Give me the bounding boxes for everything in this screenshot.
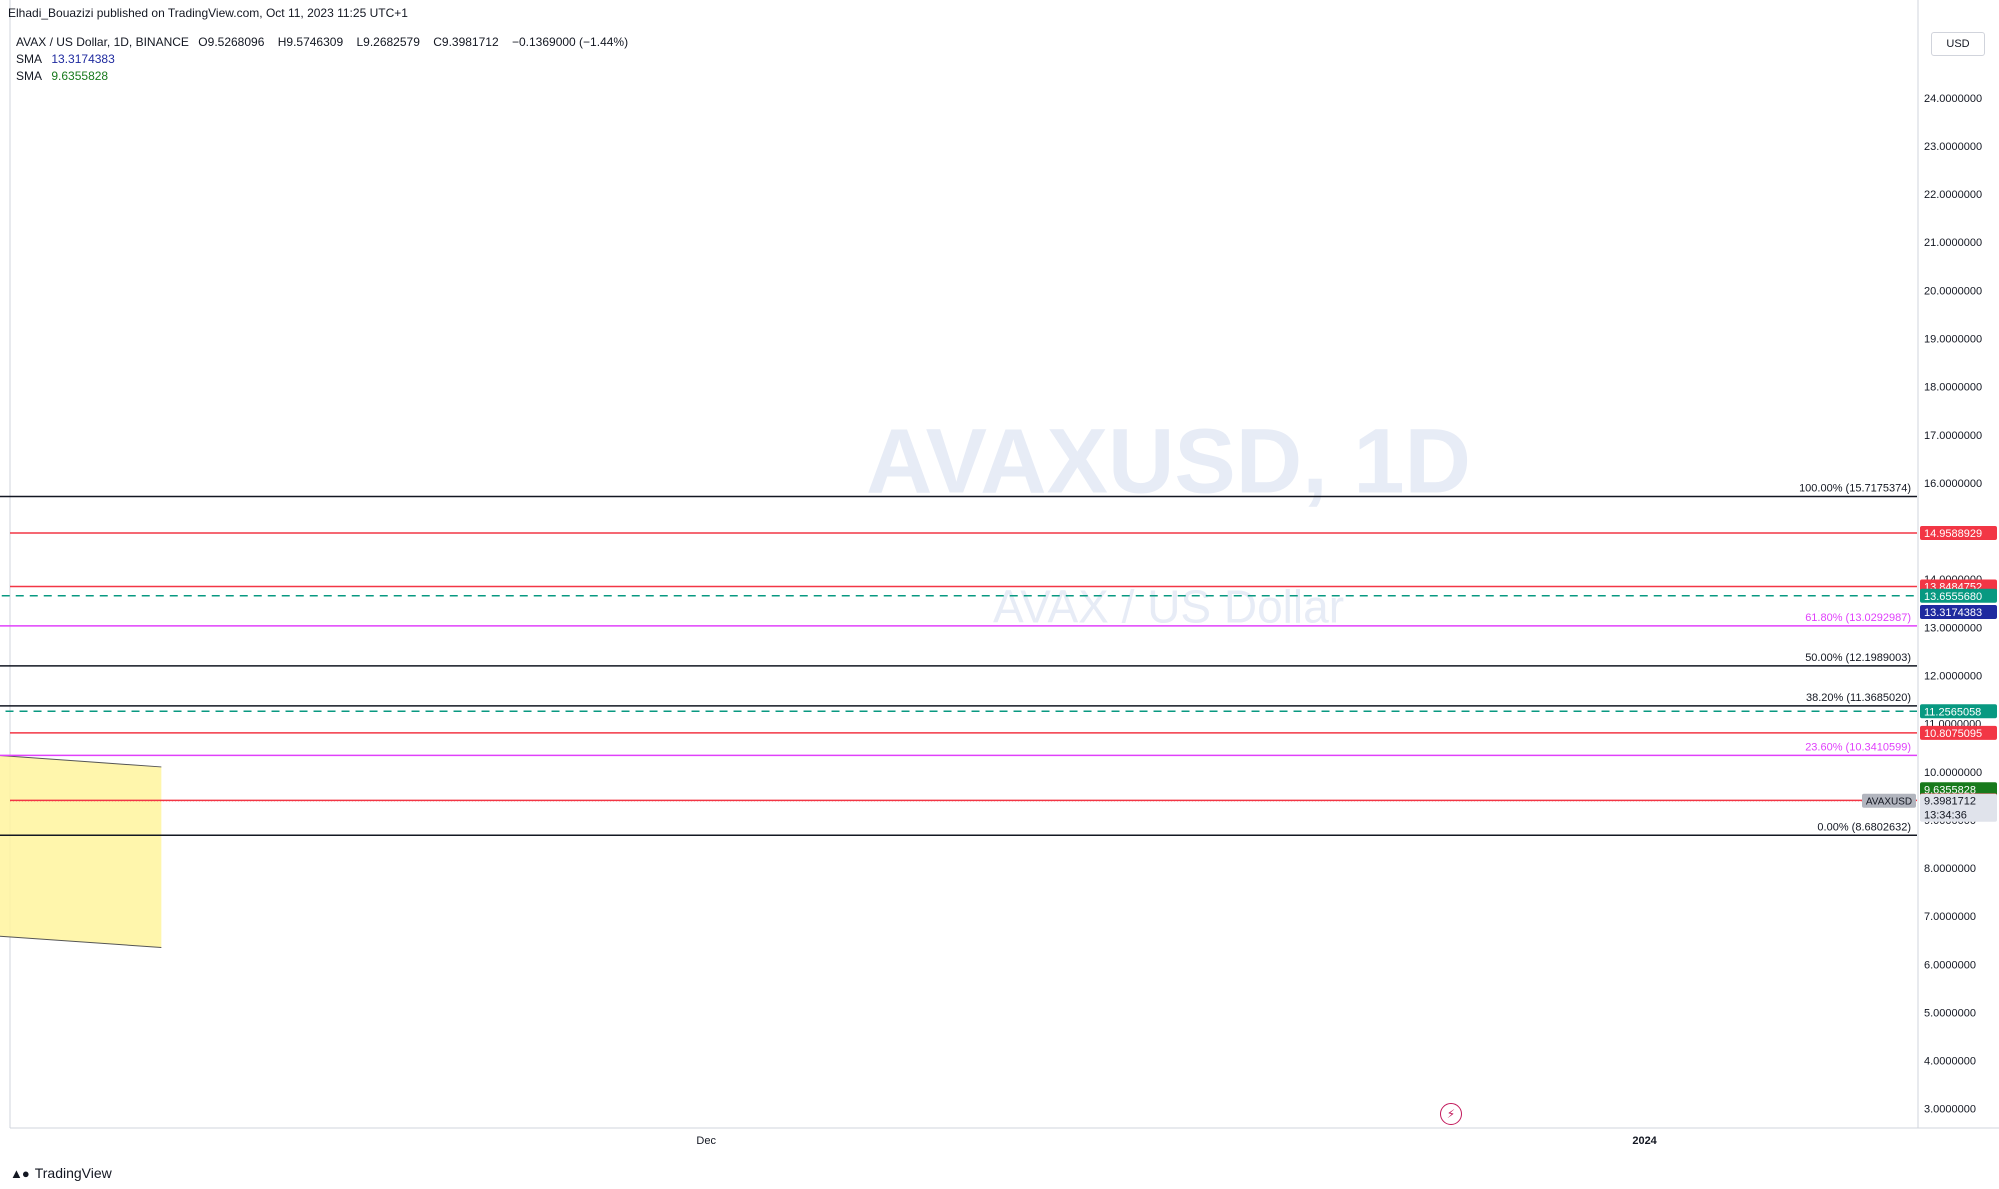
price-tick-label: 24.0000000 bbox=[1924, 93, 1982, 105]
price-tag-label: 9.6355828 bbox=[1924, 784, 1976, 796]
symbol-tag-label: AVAXUSD bbox=[1866, 797, 1912, 808]
watermark-description: AVAX / US Dollar bbox=[993, 581, 1344, 633]
price-tick-label: 23.0000000 bbox=[1924, 141, 1982, 153]
price-tag-bg bbox=[1920, 588, 1997, 603]
price-tick-label: 17.0000000 bbox=[1924, 430, 1982, 442]
lightning-icon[interactable]: ⚡ bbox=[1440, 1103, 1462, 1125]
price-tick-label: 21.0000000 bbox=[1924, 237, 1982, 249]
price-tick-label: 16.0000000 bbox=[1924, 478, 1982, 490]
price-tick-label: 18.0000000 bbox=[1924, 382, 1982, 394]
low-value: 9.2682579 bbox=[363, 35, 420, 49]
price-tick-label: 22.0000000 bbox=[1924, 189, 1982, 201]
price-tick-label: 4.0000000 bbox=[1924, 1056, 1976, 1068]
brand-name: TradingView bbox=[34, 1165, 112, 1181]
symbol-label: AVAX / US Dollar, 1D, BINANCE bbox=[16, 35, 189, 49]
price-tick-label: 3.0000000 bbox=[1924, 1104, 1976, 1116]
price-tick-label: 19.0000000 bbox=[1924, 333, 1982, 345]
countdown-label: 13:34:36 bbox=[1924, 810, 1967, 822]
price-tick-label: 10.0000000 bbox=[1924, 767, 1982, 779]
time-tick-label: 2024 bbox=[1632, 1135, 1657, 1147]
fib-level-label: 50.00% (12.1989003) bbox=[1805, 652, 1911, 664]
watermark-symbol: AVAXUSD, 1D bbox=[866, 411, 1471, 513]
tradingview-logo-icon: ▲● bbox=[10, 1165, 30, 1181]
price-tag-label: 14.9588929 bbox=[1924, 528, 1982, 540]
publisher-caption: Elhadi_Bouazizi published on TradingView… bbox=[8, 6, 408, 20]
sma-short-row[interactable]: SMA 9.6355828 bbox=[16, 69, 109, 83]
price-tick-label: 5.0000000 bbox=[1924, 1007, 1976, 1019]
price-tag-label: 11.2565058 bbox=[1924, 706, 1981, 718]
fib-level-label: 38.20% (11.3685020) bbox=[1806, 692, 1911, 704]
open-value: 9.5268096 bbox=[207, 35, 265, 49]
price-tag-bg bbox=[1920, 605, 1997, 620]
price-tag-label: 13.6555680 bbox=[1924, 591, 1982, 603]
symbol-tag-bg bbox=[1862, 793, 1916, 808]
price-tick-label: 8.0000000 bbox=[1924, 863, 1976, 875]
sma-short-value: 9.6355828 bbox=[51, 69, 109, 83]
fib-level-label: 100.00% (15.7175374) bbox=[1799, 483, 1911, 495]
price-tag-label: 10.8075095 bbox=[1924, 728, 1982, 740]
price-tag-label: 13.3174383 bbox=[1924, 607, 1982, 619]
close-value: 9.3981712 bbox=[441, 35, 499, 49]
last-price-tag-bg bbox=[1920, 793, 1997, 822]
symbol-ohlc-row: AVAX / US Dollar, 1D, BINANCE O9.5268096… bbox=[16, 35, 629, 49]
price-tag-bg bbox=[1920, 782, 1997, 797]
currency-button[interactable]: USD bbox=[1931, 32, 1985, 56]
price-tag-bg bbox=[1920, 704, 1997, 719]
sma-long-value: 13.3174383 bbox=[51, 52, 115, 66]
price-tag-bg bbox=[1920, 725, 1997, 740]
price-tick-label: 20.0000000 bbox=[1924, 285, 1982, 297]
price-tick-label: 12.0000000 bbox=[1924, 670, 1982, 682]
channel-fill bbox=[0, 755, 162, 948]
fib-level-label: 0.00% (8.6802632) bbox=[1817, 821, 1911, 833]
tradingview-brand[interactable]: ▲● TradingView bbox=[10, 1165, 112, 1181]
fib-level-label: 61.80% (13.0292987) bbox=[1805, 612, 1911, 624]
plot-area bbox=[10, 0, 1917, 1128]
price-tick-label: 7.0000000 bbox=[1924, 911, 1976, 923]
change-value: −0.1369000 (−1.44%) bbox=[511, 35, 629, 49]
price-tick-label: 6.0000000 bbox=[1924, 959, 1976, 971]
last-price-tag-label: 9.3981712 bbox=[1924, 796, 1976, 808]
fib-level-label: 23.60% (10.3410599) bbox=[1805, 741, 1911, 753]
sma-long-row[interactable]: SMA 13.3174383 bbox=[16, 52, 115, 66]
price-tag-bg bbox=[1920, 526, 1997, 541]
high-value: 9.5746309 bbox=[286, 35, 344, 49]
chart-legend: AVAX / US Dollar, 1D, BINANCE O9.5268096… bbox=[16, 34, 638, 85]
price-tick-label: 13.0000000 bbox=[1924, 622, 1982, 634]
time-tick-label: Dec bbox=[696, 1135, 716, 1147]
